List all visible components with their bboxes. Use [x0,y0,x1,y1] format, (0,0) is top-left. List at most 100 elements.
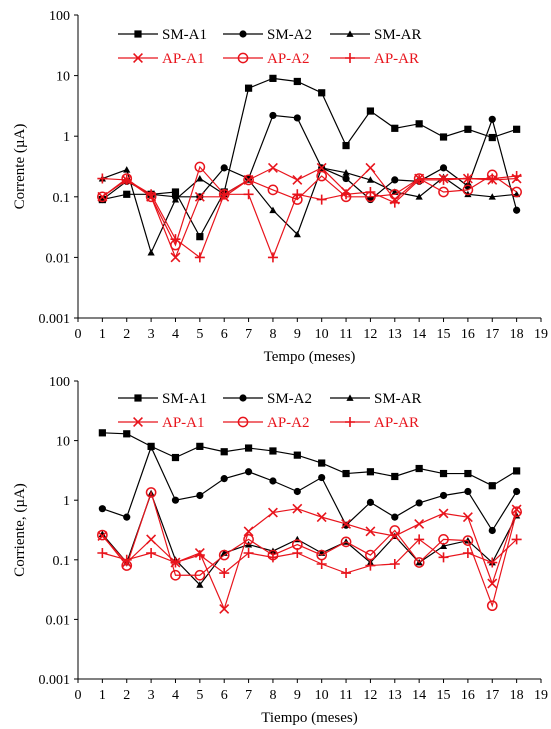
chart1-data-point [389,197,400,208]
chart2-y-tick-label: 0.01 [46,613,71,628]
chart1-legend: SM-A1 SM-A2 SM-AR AP-A1 AP-A2 AP-AR [118,27,422,67]
chart2-data-point [196,442,204,450]
chart1-data-point [194,161,206,173]
chart1-data-point [123,190,131,198]
chart1-x-tick-label: 5 [196,327,203,342]
chart1-data-point [196,233,204,241]
chart2-data-point [243,534,254,545]
chart1-data-point [269,74,277,82]
chart2-x-axis-label: Tiempo (meses) [261,710,358,726]
chart2-x-tick-label: 1 [99,688,106,703]
chart2-legend-item: AP-AR [330,415,419,431]
chart2-data-point [414,518,425,529]
chart1-data-point [293,114,301,122]
chart1-x-tick-label: 18 [510,327,524,342]
chart1-data-point [464,125,472,133]
chart1-series-sm-a2 [98,111,521,214]
chart1-data-point [366,107,375,115]
chart1-data-point [439,133,448,141]
chart2-data-point [121,554,132,565]
chart2-data-point [365,526,376,537]
chart2-legend-item: SM-A1 [118,391,207,407]
chart1-legend-item: AP-AR [330,51,419,67]
chart1-data-point [170,234,181,245]
chart2-x-tick-label: 10 [315,688,329,703]
chart2-series-line [102,432,517,487]
chart2-data-point [462,535,474,546]
chart2-x-tick-label: 19 [534,688,548,703]
chart1-data-point [244,84,253,92]
chart1-data-point [121,174,132,185]
chart2-data-point [147,443,155,451]
chart1-x-tick-label: 0 [75,327,82,342]
chart2-series-line [102,538,518,574]
chart2-data-point [293,451,301,459]
chart1-data-point [513,190,521,198]
chart1-series-ap-ar [97,171,522,263]
chart2-data-point [464,469,472,478]
chart2-data-point [219,568,230,579]
chart1-data-point [513,125,521,133]
chart1-series-line [102,166,517,260]
chart2-legend-label: SM-AR [374,391,422,407]
chart1-y-tick-label: 10 [56,70,70,85]
chart2-data-point [366,498,375,506]
chart1-legend-label: SM-A1 [162,27,207,43]
chart2-y-tick-label: 0.001 [39,673,71,688]
chart2-x-tick-label: 13 [388,688,402,703]
chart2-data-point [415,499,423,507]
chart1-data-point [438,186,449,198]
chart2-data-point [316,559,327,570]
chart2-data-point [171,453,180,462]
chart2-x-tick-label: 5 [196,688,203,703]
chart2-data-point [316,512,327,523]
chart2-x-tick-label: 4 [172,688,179,703]
chart1-data-point [267,252,278,263]
chart2-data-point [341,518,352,529]
chart2-data-point [488,526,496,535]
chart1-legend-label: SM-A2 [267,27,312,43]
chart2-data-point [146,548,157,559]
chart2-data-point [244,468,253,476]
chart2-data-point [365,560,376,571]
chart2-legend-marker [133,417,143,427]
chart1-x-tick-label: 6 [221,327,228,342]
chart1-data-point [97,191,108,203]
chart1-data-point [316,194,327,205]
chart1-data-point [414,174,425,185]
chart1-data-point [292,174,303,185]
chart1-data-point [293,77,301,86]
chart2-data-point [97,529,108,541]
chart2-data-point [391,472,399,481]
chart1-legend-marker [237,52,249,64]
chart1-data-point [487,173,498,184]
chart2-data-point [464,487,472,496]
chart2-x-tick-label: 3 [148,688,155,703]
chart1-data-point [97,173,108,184]
chart1-data-point [146,189,157,200]
chart1-x-tick-label: 14 [412,327,426,342]
chart1-data-point [293,230,301,238]
chart2-data-point [511,506,522,518]
chart1-x-tick-label: 7 [245,327,252,342]
chart1-data-point [488,133,496,142]
chart1-x-tick-label: 16 [461,327,475,342]
chart1-data-point [511,171,522,182]
chart1-data-point [365,187,376,198]
chart1-data-point [342,174,350,183]
chart1-data-point [316,170,328,182]
chart2-data-point [488,482,496,490]
chart2-x-tick-label: 12 [363,688,377,703]
chart2-data-point [146,534,157,545]
chart2-data-point [365,549,376,561]
chart2-legend-marker [345,417,355,427]
chart1-data-point [439,164,448,172]
chart2-x-tick-label: 17 [485,688,499,703]
chart1-legend-item: SM-A1 [118,27,207,43]
chart1-y-tick-label: 100 [49,9,70,24]
chart1-data-point [488,193,496,200]
chart2-data-point [439,469,448,478]
chart1-data-point [318,89,326,97]
chart2-legend: SM-A1 SM-A2 SM-AR AP-A1 AP-A2 AP-AR [118,391,422,431]
chart2-legend-marker [239,394,247,402]
